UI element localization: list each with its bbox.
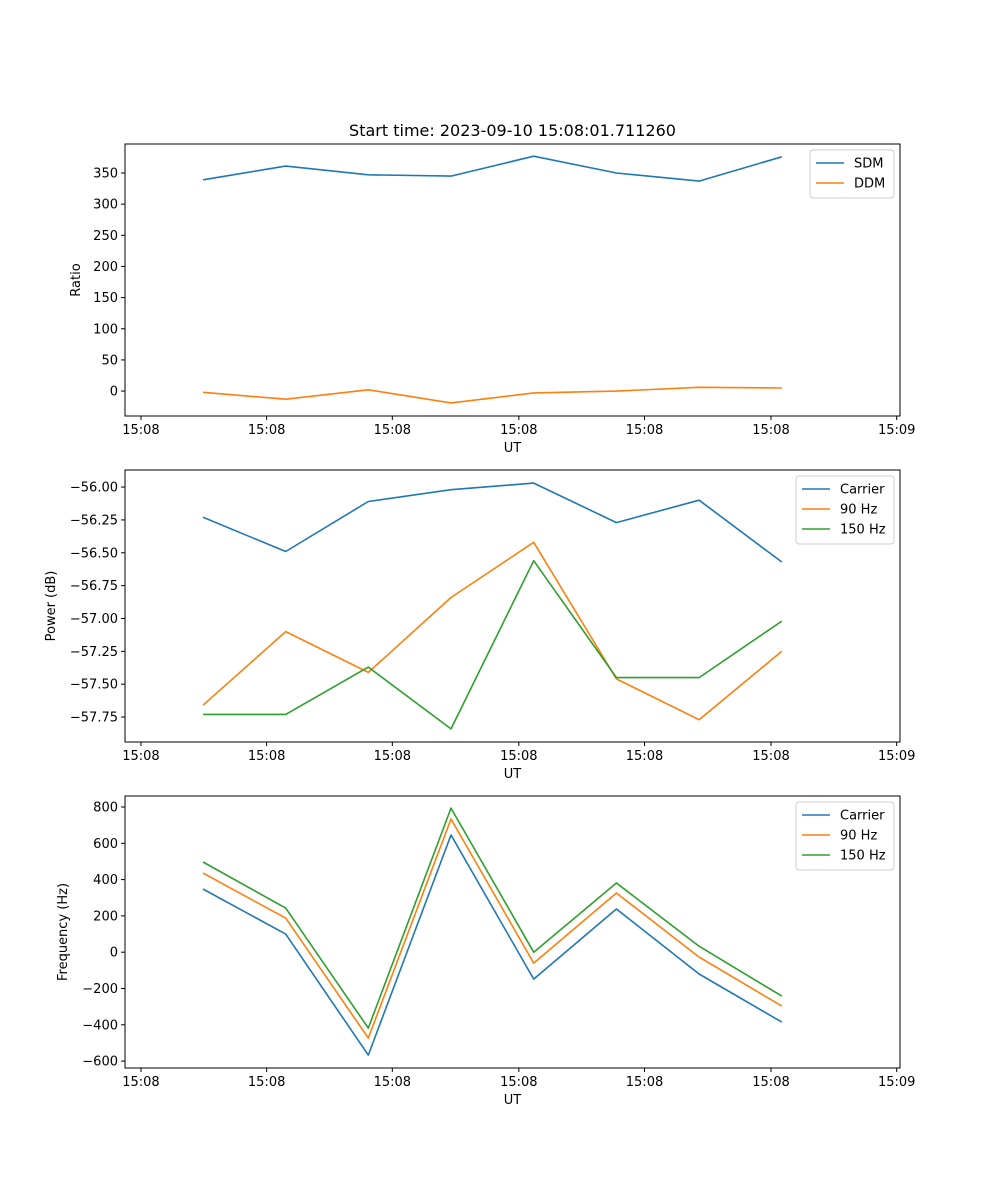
- x-tick-label: 15:08: [248, 749, 285, 764]
- x-tick-label: 15:08: [752, 423, 789, 438]
- chart-title: Start time: 2023-09-10 15:08:01.711260: [349, 121, 676, 140]
- y-tick-label: −56.50: [70, 546, 118, 561]
- x-axis-label: UT: [504, 1093, 522, 1108]
- x-tick-label: 15:09: [878, 1075, 915, 1090]
- legend-label: 150 Hz: [840, 523, 886, 538]
- x-tick-label: 15:08: [752, 749, 789, 764]
- series-line-carrier: [202, 834, 783, 1056]
- axes-frame: [124, 795, 901, 1069]
- x-tick-label: 15:08: [500, 1075, 537, 1090]
- series-line-150-hz: [202, 807, 783, 1029]
- subplot-2: 15:08 15:08 15:08 15:08 15:08 15:08 15:09 UT −57…: [44, 469, 915, 782]
- series-line-sdm: [202, 155, 783, 182]
- y-axis-label: Ratio: [69, 263, 84, 296]
- y-tick-label: 0: [110, 946, 118, 961]
- series-line-90-hz: [202, 818, 783, 1039]
- legend: Carrier 90 Hz 150 Hz: [795, 475, 895, 545]
- legend-label: 90 Hz: [840, 829, 877, 844]
- y-tick-label: 400: [93, 873, 118, 888]
- y-tick-label: 200: [93, 260, 118, 275]
- legend-label: DDM: [854, 177, 885, 192]
- axes-frame: [124, 469, 901, 743]
- legend-box: [795, 475, 895, 545]
- y-tick-label: 350: [93, 166, 118, 181]
- legend: SDM DDM: [809, 149, 895, 199]
- y-tick-label: −57.50: [70, 678, 118, 693]
- y-tick-label: 100: [93, 322, 118, 337]
- y-tick-label: 600: [93, 837, 118, 852]
- x-tick-label: 15:08: [500, 749, 537, 764]
- y-axis-label: Frequency (Hz): [56, 883, 71, 981]
- y-tick-label: 200: [93, 909, 118, 924]
- subplot-3: 15:08 15:08 15:08 15:08 15:08 15:08 15:09 UT −60…: [56, 795, 915, 1108]
- series-line-ddm: [202, 386, 782, 404]
- legend-box: [809, 149, 895, 199]
- x-axis-label: UT: [504, 767, 522, 782]
- legend-label: 90 Hz: [840, 503, 877, 518]
- y-tick-label: −56.00: [70, 481, 118, 496]
- y-tick-label: −400: [82, 1018, 118, 1033]
- x-tick-label: 15:08: [752, 1075, 789, 1090]
- legend-label: Carrier: [840, 809, 885, 824]
- y-tick-label: −56.25: [70, 513, 118, 528]
- x-tick-label: 15:08: [374, 749, 411, 764]
- y-tick-label: −57.00: [70, 612, 118, 627]
- legend: Carrier 90 Hz 150 Hz: [795, 801, 895, 871]
- y-tick-label: 800: [93, 800, 118, 815]
- x-tick-label: 15:08: [374, 423, 411, 438]
- y-tick-label: 150: [93, 291, 118, 306]
- series-line-150-hz: [203, 559, 783, 730]
- y-tick-label: −200: [82, 982, 118, 997]
- x-tick-label: 15:09: [878, 749, 915, 764]
- legend-label: SDM: [854, 157, 883, 172]
- axes-frame: [124, 143, 901, 417]
- series-line-90-hz: [202, 541, 783, 721]
- x-tick-label: 15:08: [626, 749, 663, 764]
- x-tick-label: 15:08: [248, 423, 285, 438]
- x-tick-label: 15:08: [374, 1075, 411, 1090]
- y-tick-label: −57.75: [70, 711, 118, 726]
- x-tick-label: 15:08: [122, 1075, 159, 1090]
- y-tick-label: 50: [101, 353, 118, 368]
- y-axis-label: Power (dB): [44, 571, 59, 642]
- x-tick-label: 15:08: [626, 423, 663, 438]
- x-tick-label: 15:09: [878, 423, 915, 438]
- x-tick-label: 15:08: [248, 1075, 285, 1090]
- x-tick-label: 15:08: [500, 423, 537, 438]
- subplot-1: Start time: 2023-09-10 15:08:01.711260 15…: [69, 121, 915, 456]
- legend-box: [795, 801, 895, 871]
- x-tick-label: 15:08: [122, 749, 159, 764]
- y-tick-label: 250: [93, 229, 118, 244]
- legend-label: Carrier: [840, 483, 885, 498]
- y-tick-label: −600: [82, 1055, 118, 1070]
- series-line-carrier: [202, 482, 783, 563]
- x-tick-label: 15:08: [122, 423, 159, 438]
- legend-label: 150 Hz: [840, 849, 886, 864]
- y-tick-label: −57.25: [70, 645, 118, 660]
- y-tick-label: 300: [93, 198, 118, 213]
- y-tick-label: 0: [110, 385, 118, 400]
- x-axis-label: UT: [504, 441, 522, 456]
- y-tick-label: −56.75: [70, 579, 118, 594]
- x-tick-label: 15:08: [626, 1075, 663, 1090]
